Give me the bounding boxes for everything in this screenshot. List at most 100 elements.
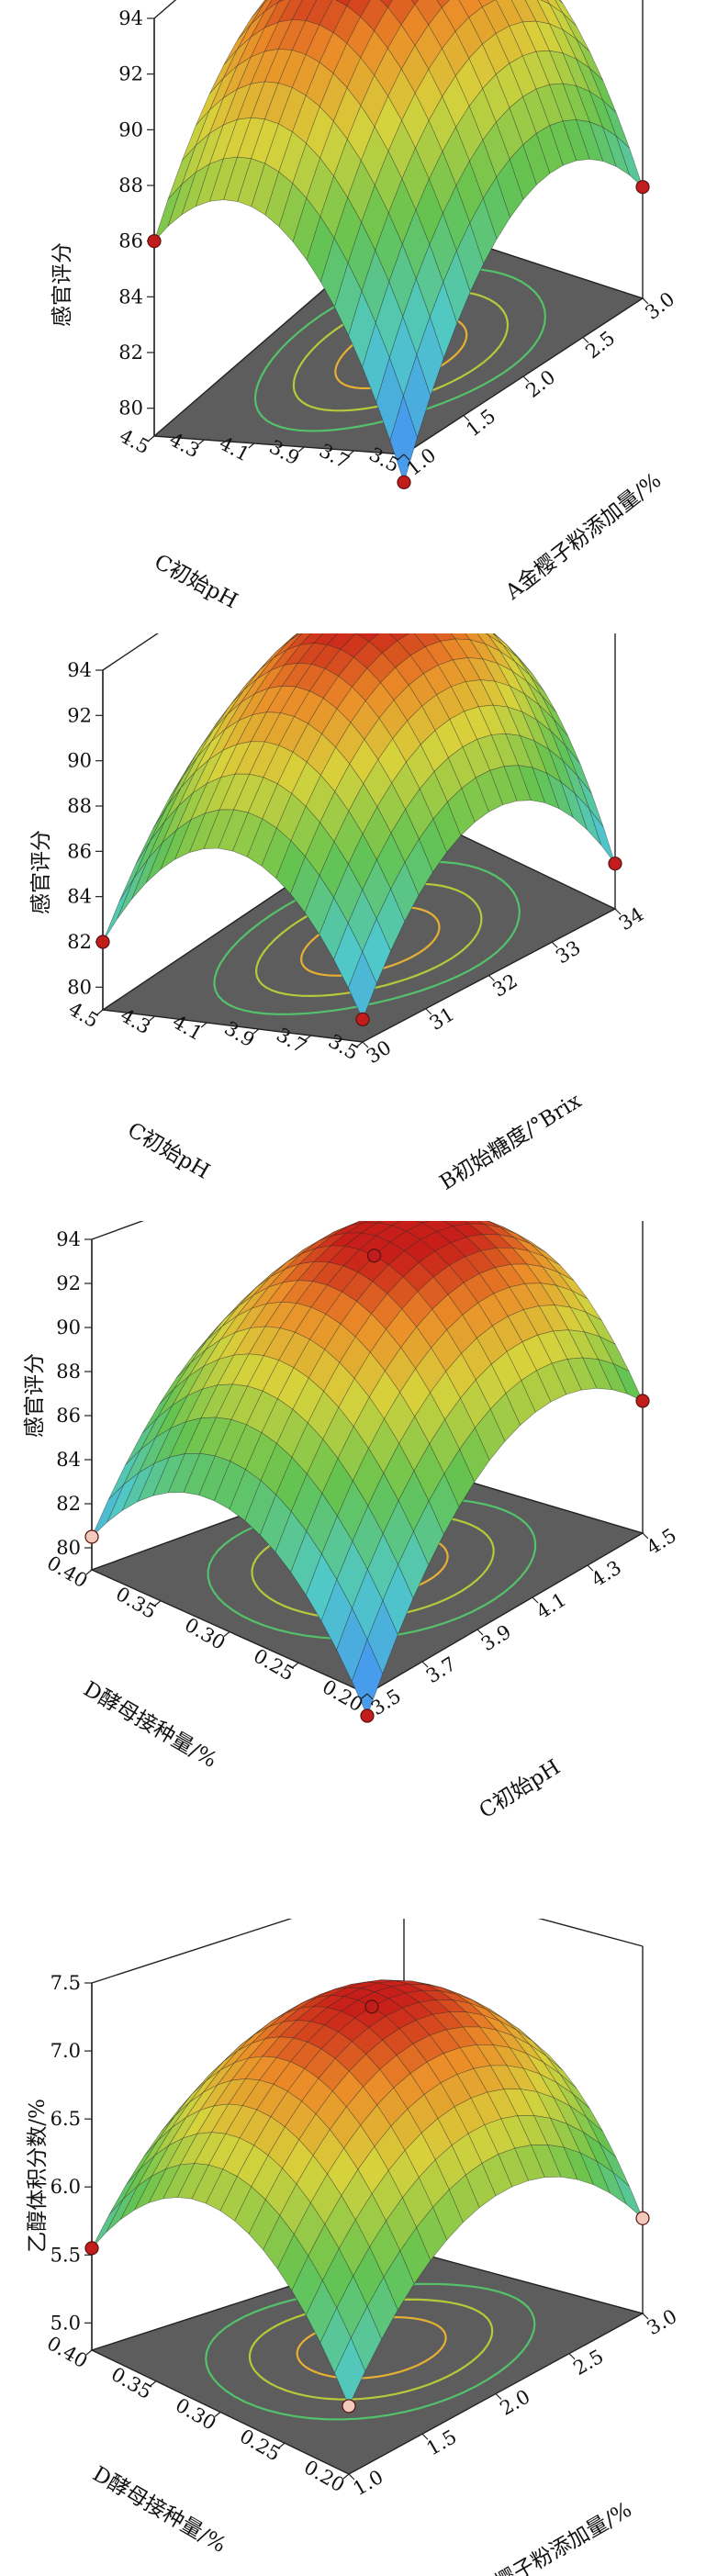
x-axis-title: A金樱子粉添加量/% [500, 468, 666, 605]
x-tick [587, 1564, 594, 1572]
surface-mesh [91, 1221, 644, 1717]
design-point [635, 180, 650, 195]
surface-facet [379, 0, 394, 8]
x-axis-title: A金樱子粉添加量/% [458, 2498, 635, 2576]
z-tick-label: 88 [118, 174, 143, 196]
x-axis-title: B初始糖度/°Brix [436, 1089, 586, 1195]
surface-facet [410, 0, 420, 6]
y-tick [297, 446, 305, 453]
z-tick-label: 86 [67, 840, 92, 862]
x-tick [476, 1629, 484, 1636]
x-tick [421, 1661, 429, 1668]
x-tick [642, 1532, 649, 1540]
y-tick [154, 1600, 162, 1607]
z-tick-label: 92 [67, 704, 92, 726]
x-tick [403, 454, 410, 461]
design-point [355, 1012, 370, 1026]
z-tick-label: 94 [67, 659, 92, 681]
design-point [608, 857, 622, 871]
z-tick-label: 86 [118, 230, 143, 252]
z-tick-label: 7.5 [50, 1972, 81, 1994]
x-tick [421, 2433, 429, 2440]
y-axis-title: C初始pH [151, 550, 241, 613]
z-axis-title: 感官评分 [50, 242, 74, 327]
z-tick-label: 92 [56, 1272, 81, 1294]
design-point [342, 2399, 356, 2414]
surface-facet [117, 858, 149, 920]
x-tick-label: 3.0 [644, 2305, 681, 2339]
y-tick [223, 1631, 230, 1637]
y-tick [398, 454, 405, 460]
z-tick-label: 5.5 [50, 2244, 81, 2266]
z-tick-label: 84 [67, 886, 92, 908]
x-tick [362, 1041, 369, 1048]
design-point [84, 2241, 99, 2256]
x-tick [488, 975, 495, 981]
surface-facet [416, 1221, 431, 1224]
z-tick-label: 5.0 [50, 2312, 81, 2334]
z-tick-label: 90 [118, 118, 143, 140]
y-axis-title: C初始pH [123, 1118, 213, 1184]
y-tick [361, 1693, 368, 1699]
z-tick-label: 82 [56, 1493, 81, 1515]
surface-mesh [91, 1979, 644, 2407]
y-tick [85, 2349, 93, 2356]
y-tick [278, 2442, 286, 2448]
surface-chart-2: 94 92 90 88 86 84 82 80 感官评分 30 31 32 33 34 B初始糖度/°Bri… [29, 633, 647, 1195]
surface-facet [91, 2199, 124, 2249]
z-tick-label: 88 [67, 795, 92, 817]
z-tick-label: 82 [67, 931, 92, 953]
z-tick-label: 90 [56, 1316, 81, 1338]
x-tick [582, 337, 589, 343]
back-wall-top-right [537, 1919, 644, 1947]
x-tick [614, 908, 622, 915]
z-tick-label: 84 [56, 1449, 81, 1471]
z-tick-label: 6.5 [50, 2108, 81, 2130]
x-axis-title: C初始pH [476, 1755, 565, 1823]
x-tick-label: 30 [363, 1036, 395, 1069]
design-point [635, 1394, 650, 1408]
y-tick [96, 1009, 104, 1015]
z-tick-label: 84 [118, 286, 143, 308]
surface-facet [334, 2337, 366, 2407]
z-axis-title: 乙醇体积分数/% [26, 2099, 50, 2253]
y-tick-label: 4.5 [65, 998, 103, 1032]
x-tick [425, 1008, 432, 1015]
y-tick [342, 2473, 350, 2480]
z-tick-label: 90 [67, 750, 92, 772]
x-tick [495, 2393, 502, 2400]
x-tick [551, 941, 558, 948]
x-tick [568, 2353, 576, 2360]
x-tick-label: 32 [488, 969, 521, 1002]
chart-panel-2: 94 92 90 88 86 84 82 80 感官评分 30 31 32 33 34 B初始糖度/°Bri… [0, 633, 706, 1221]
design-point [364, 1999, 379, 2014]
surface-chart-3: 9492908886848280感官评分3.53.73.94.14.34.5C初… [23, 1221, 680, 1823]
back-wall-top-left [102, 633, 159, 671]
design-point [84, 1529, 99, 1544]
x-tick [348, 2473, 355, 2481]
z-tick-label: 88 [56, 1361, 81, 1383]
z-tick-label: 94 [56, 1228, 81, 1250]
x-tick [642, 297, 649, 305]
y-tick [305, 1035, 311, 1041]
y-axis-title: D酵母接种量/% [79, 1677, 220, 1773]
z-tick-label: 86 [56, 1405, 81, 1427]
surface-facet [436, 0, 450, 8]
x-tick-label: 34 [615, 903, 647, 935]
x-tick-label: 3.0 [641, 287, 678, 323]
surface-mesh [153, 0, 644, 484]
x-tick-label: 33 [552, 936, 584, 969]
z-tick-label: 94 [118, 7, 143, 29]
design-point [360, 1708, 375, 1723]
surface-chart-1: 9492908886848280感官评分1.01.52.02.53.0A金樱子粉… [50, 0, 678, 613]
y-tick [292, 1662, 299, 1668]
y-tick [150, 2380, 157, 2387]
design-point [397, 475, 411, 489]
y-tick [148, 435, 155, 442]
z-tick-label: 80 [118, 398, 143, 420]
chart-panel-3: 94 92 90 88 86 84 82 80 感官评分 3.5 3.7 3.9 4.1 4.3 4.5 C初… [0, 1221, 706, 1854]
z-axis-title: 感官评分 [29, 830, 53, 914]
chart-panel-4: 7.5 7.0 6.5 6.0 5.5 5.0 乙醇体积分数/% 1.0 1.5 2.0 2.5 3.… [0, 1919, 706, 2576]
y-tick [252, 1028, 260, 1035]
x-tick [642, 2313, 649, 2320]
